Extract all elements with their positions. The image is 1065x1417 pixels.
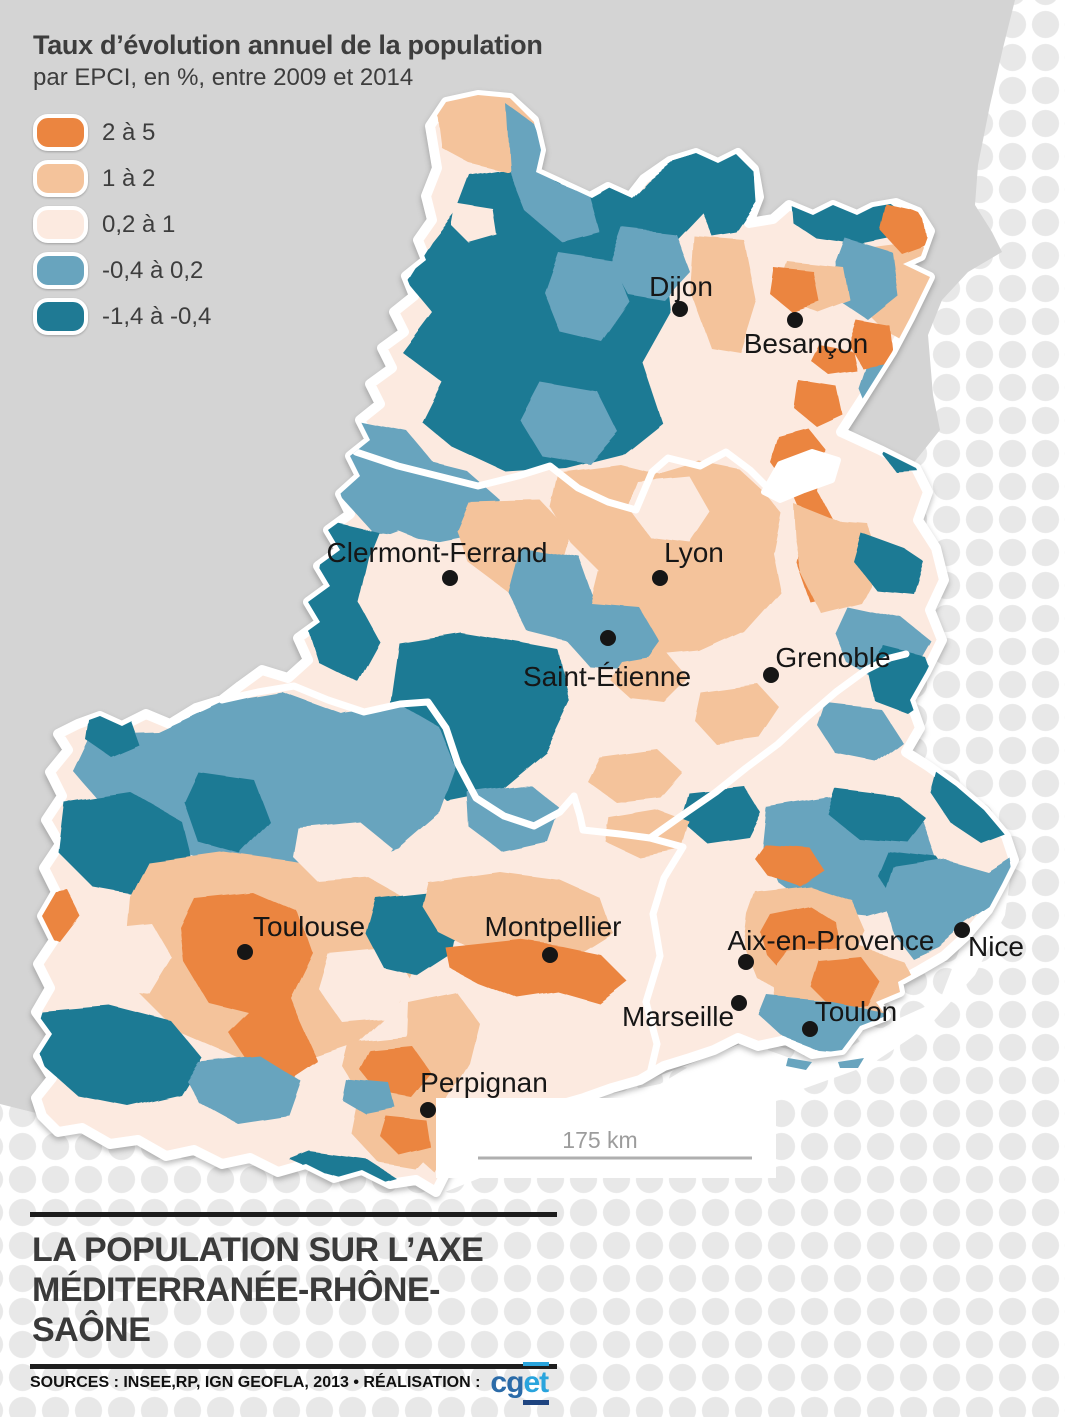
city-dot <box>600 630 616 646</box>
lake-geneva <box>761 449 841 503</box>
footer-title-line2: MÉDITERRANÉE-RHÔNE-SAÔNE <box>32 1271 440 1350</box>
city-label: Grenoble <box>775 642 890 673</box>
city-label: Lyon <box>664 537 724 568</box>
legend-swatch <box>33 206 88 243</box>
region-boundary-aura-paca <box>646 650 910 842</box>
city-dot <box>652 570 668 586</box>
city-label: Marseille <box>622 1001 734 1032</box>
cget-logo-et: et <box>523 1362 550 1405</box>
island <box>786 1058 812 1070</box>
legend-item: 1 à 2 <box>33 160 543 197</box>
city-dot <box>237 944 253 960</box>
legend-item: 0,2 à 1 <box>33 206 543 243</box>
divider-bottom <box>30 1364 557 1370</box>
legend-swatch <box>33 298 88 335</box>
legend-swatch <box>33 160 88 197</box>
legend-item: -0,4 à 0,2 <box>33 252 543 289</box>
legend-label: 0,2 à 1 <box>102 210 176 238</box>
legend-label: 2 à 5 <box>102 118 156 146</box>
cget-logo-cg: cg <box>490 1366 524 1399</box>
legend-item: 2 à 5 <box>33 114 543 151</box>
city-label: Dijon <box>649 271 713 302</box>
region-boundary-occitanie-paca <box>570 792 687 1082</box>
city-label: Toulouse <box>253 911 365 942</box>
city-dot <box>954 922 970 938</box>
divider-top <box>30 1212 557 1217</box>
city-label: Besançon <box>744 328 869 359</box>
city-dot <box>787 312 803 328</box>
region-boundary-bfc-aura <box>352 448 770 514</box>
legend: 2 à 5 1 à 2 0,2 à 1 -0,4 à 0,2 -1,4 à -0,4 <box>33 114 543 335</box>
cget-logo: cget <box>490 1362 550 1405</box>
legend-label: 1 à 2 <box>102 164 156 192</box>
footer-title: LA POPULATION SUR L’AXE MÉDITERRANÉE-RHÔ… <box>30 1217 557 1364</box>
map-subtitle: par EPCI, en %, entre 2009 et 2014 <box>33 64 414 91</box>
city-label: Perpignan <box>420 1067 548 1098</box>
city-dot <box>731 995 747 1011</box>
city-dot <box>420 1102 436 1118</box>
legend-item: -1,4 à -0,4 <box>33 298 543 335</box>
city-label: Aix-en-Provence <box>728 925 935 956</box>
city-markers: Dijon Besançon Clermont-Ferrand Lyon Saint-É… <box>237 271 1024 1118</box>
sources-text: SOURCES : INSEE,RP, IGN GEOFLA, 2013 • R… <box>30 1374 481 1391</box>
city-dot <box>738 954 754 970</box>
legend-swatch <box>33 114 88 151</box>
city-label: Clermont-Ferrand <box>327 537 548 568</box>
legend-block: Taux d’évolution annuel de la population… <box>33 30 543 344</box>
legend-swatch <box>33 252 88 289</box>
footer-title-line1: LA POPULATION SUR L’AXE <box>32 1231 484 1269</box>
island <box>838 1058 864 1068</box>
city-label: Montpellier <box>485 911 622 942</box>
city-dot <box>763 667 779 683</box>
sources-line: SOURCES : INSEE,RP, IGN GEOFLA, 2013 • R… <box>30 1362 1040 1405</box>
city-label: Saint-Étienne <box>523 661 691 692</box>
city-dot <box>442 570 458 586</box>
city-label: Toulon <box>815 996 898 1027</box>
map-title: Taux d’évolution annuel de la population <box>33 30 543 60</box>
region-boundary-aura-occitanie <box>218 682 578 830</box>
city-label: Nice <box>968 931 1024 962</box>
footer-title-block: LA POPULATION SUR L’AXE MÉDITERRANÉE-RHÔ… <box>30 1212 557 1370</box>
legend-label: -0,4 à 0,2 <box>102 256 204 284</box>
legend-label: -1,4 à -0,4 <box>102 302 212 330</box>
city-dot <box>542 947 558 963</box>
city-dot <box>672 301 688 317</box>
scale-bar-label: 175 km <box>562 1127 637 1153</box>
city-dot <box>802 1021 818 1037</box>
scale-bar-backdrop <box>436 1098 776 1178</box>
